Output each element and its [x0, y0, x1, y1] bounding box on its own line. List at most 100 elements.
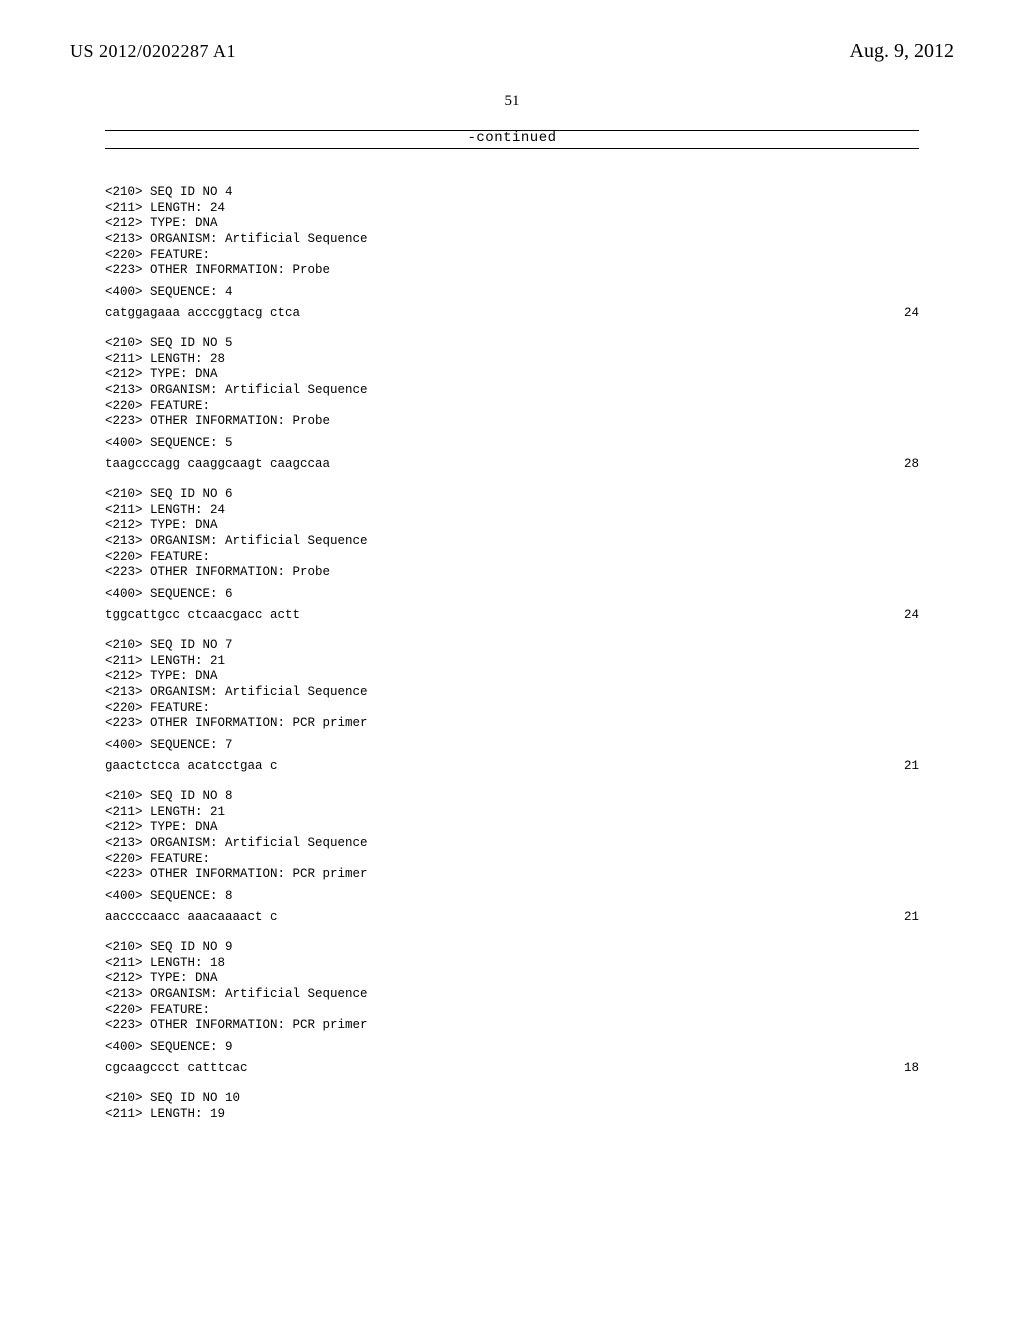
- seq-text: <210> SEQ ID NO 6: [105, 487, 233, 503]
- gap: [105, 322, 919, 336]
- seq-line: <400> SEQUENCE: 8: [105, 889, 919, 905]
- gap: [105, 473, 919, 487]
- seq-line: <210> SEQ ID NO 5: [105, 336, 919, 352]
- seq-text: <211> LENGTH: 28: [105, 352, 225, 368]
- seq-text: <211> LENGTH: 24: [105, 503, 225, 519]
- seq-line: catggagaaa acccggtacg ctca24: [105, 306, 919, 322]
- seq-line: tggcattgcc ctcaacgacc actt 24: [105, 608, 919, 624]
- seq-line: <400> SEQUENCE: 9: [105, 1040, 919, 1056]
- seq-text: <211> LENGTH: 19: [105, 1107, 225, 1123]
- seq-text: <400> SEQUENCE: 5: [105, 436, 233, 452]
- patent-page: US 2012/0202287 A1 Aug. 9, 2012 51 -cont…: [0, 0, 1024, 1320]
- seq-text: <220> FEATURE:: [105, 248, 210, 264]
- seq-line: <400> SEQUENCE: 6: [105, 587, 919, 603]
- seq-line: <400> SEQUENCE: 5: [105, 436, 919, 452]
- seq-line: <220> FEATURE:: [105, 550, 919, 566]
- seq-text: <212> TYPE: DNA: [105, 518, 218, 534]
- seq-line: taagcccagg caaggcaagt caagccaa 28: [105, 457, 919, 473]
- seq-line: <212> TYPE: DNA: [105, 518, 919, 534]
- continued-rule-bot: [105, 148, 919, 149]
- seq-line: cgcaagccct catttcac 18: [105, 1061, 919, 1077]
- seq-text: <213> ORGANISM: Artificial Sequence: [105, 534, 368, 550]
- seq-text: <210> SEQ ID NO 5: [105, 336, 233, 352]
- seq-line: aaccccaacc aaacaaaact c 21: [105, 910, 919, 926]
- seq-text: <211> LENGTH: 18: [105, 956, 225, 972]
- seq-text: <400> SEQUENCE: 4: [105, 285, 233, 301]
- seq-line: <211> LENGTH: 19: [105, 1107, 919, 1123]
- gap: [105, 775, 919, 789]
- seq-line: <212> TYPE: DNA: [105, 367, 919, 383]
- seq-line: <223> OTHER INFORMATION: PCR primer: [105, 867, 919, 883]
- seq-text: <223> OTHER INFORMATION: Probe: [105, 565, 330, 581]
- seq-text: <211> LENGTH: 24: [105, 201, 225, 217]
- seq-text: <220> FEATURE:: [105, 399, 210, 415]
- seq-line: <212> TYPE: DNA: [105, 820, 919, 836]
- seq-text: <211> LENGTH: 21: [105, 805, 225, 821]
- seq-line: <210> SEQ ID NO 10: [105, 1091, 919, 1107]
- gap: [105, 624, 919, 638]
- seq-line: <220> FEATURE:: [105, 248, 919, 264]
- seq-length: 21: [904, 910, 919, 926]
- seq-line: <211> LENGTH: 24: [105, 201, 919, 217]
- seq-line: <223> OTHER INFORMATION: PCR primer: [105, 1018, 919, 1034]
- seq-line: <223> OTHER INFORMATION: PCR primer: [105, 716, 919, 732]
- seq-text: tggcattgcc ctcaacgacc actt: [105, 608, 300, 624]
- seq-line: <212> TYPE: DNA: [105, 971, 919, 987]
- seq-length: 21: [904, 759, 919, 775]
- seq-line: <220> FEATURE:: [105, 701, 919, 717]
- seq-text: <223> OTHER INFORMATION: Probe: [105, 414, 330, 430]
- seq-line: <212> TYPE: DNA: [105, 669, 919, 685]
- seq-text: <211> LENGTH: 21: [105, 654, 225, 670]
- seq-text: <220> FEATURE:: [105, 701, 210, 717]
- gap: [105, 926, 919, 940]
- seq-line: <211> LENGTH: 21: [105, 654, 919, 670]
- seq-line: <213> ORGANISM: Artificial Sequence: [105, 987, 919, 1003]
- seq-line: <212> TYPE: DNA: [105, 216, 919, 232]
- seq-text: <400> SEQUENCE: 9: [105, 1040, 233, 1056]
- seq-line: <400> SEQUENCE: 7: [105, 738, 919, 754]
- page-number: 51: [70, 93, 954, 110]
- seq-text: gaactctcca acatcctgaa c: [105, 759, 278, 775]
- seq-text: <213> ORGANISM: Artificial Sequence: [105, 836, 368, 852]
- seq-line: <211> LENGTH: 21: [105, 805, 919, 821]
- seq-line: <223> OTHER INFORMATION: Probe: [105, 565, 919, 581]
- seq-line: <210> SEQ ID NO 4: [105, 185, 919, 201]
- seq-text: <223> OTHER INFORMATION: Probe: [105, 263, 330, 279]
- seq-text: <400> SEQUENCE: 7: [105, 738, 233, 754]
- seq-length: 24: [904, 608, 919, 624]
- seq-text: <212> TYPE: DNA: [105, 367, 218, 383]
- gap: [105, 171, 919, 185]
- seq-text: aaccccaacc aaacaaaact c: [105, 910, 278, 926]
- seq-text: <212> TYPE: DNA: [105, 216, 218, 232]
- seq-line: <213> ORGANISM: Artificial Sequence: [105, 232, 919, 248]
- page-header: US 2012/0202287 A1 Aug. 9, 2012: [70, 40, 954, 63]
- seq-text: cgcaagccct catttcac: [105, 1061, 248, 1077]
- seq-line: <210> SEQ ID NO 9: [105, 940, 919, 956]
- seq-length: 18: [904, 1061, 919, 1077]
- seq-length: 24: [904, 306, 919, 322]
- seq-line: <223> OTHER INFORMATION: Probe: [105, 414, 919, 430]
- seq-text: <223> OTHER INFORMATION: PCR primer: [105, 867, 368, 883]
- seq-text: <210> SEQ ID NO 9: [105, 940, 233, 956]
- gap: [105, 1077, 919, 1091]
- seq-line: <213> ORGANISM: Artificial Sequence: [105, 685, 919, 701]
- seq-text: <223> OTHER INFORMATION: PCR primer: [105, 1018, 368, 1034]
- seq-line: <211> LENGTH: 28: [105, 352, 919, 368]
- seq-line: <210> SEQ ID NO 7: [105, 638, 919, 654]
- publication-date: Aug. 9, 2012: [850, 40, 954, 63]
- seq-text: <213> ORGANISM: Artificial Sequence: [105, 685, 368, 701]
- seq-text: <212> TYPE: DNA: [105, 971, 218, 987]
- seq-line: <210> SEQ ID NO 6: [105, 487, 919, 503]
- seq-line: <220> FEATURE:: [105, 852, 919, 868]
- seq-text: taagcccagg caaggcaagt caagccaa: [105, 457, 330, 473]
- seq-line: <213> ORGANISM: Artificial Sequence: [105, 383, 919, 399]
- seq-line: <211> LENGTH: 18: [105, 956, 919, 972]
- seq-text: <220> FEATURE:: [105, 1003, 210, 1019]
- seq-text: <213> ORGANISM: Artificial Sequence: [105, 232, 368, 248]
- seq-length: 28: [904, 457, 919, 473]
- seq-line: <210> SEQ ID NO 8: [105, 789, 919, 805]
- seq-text: <220> FEATURE:: [105, 852, 210, 868]
- continued-block: -continued: [105, 130, 919, 149]
- seq-text: <212> TYPE: DNA: [105, 820, 218, 836]
- seq-text: <213> ORGANISM: Artificial Sequence: [105, 383, 368, 399]
